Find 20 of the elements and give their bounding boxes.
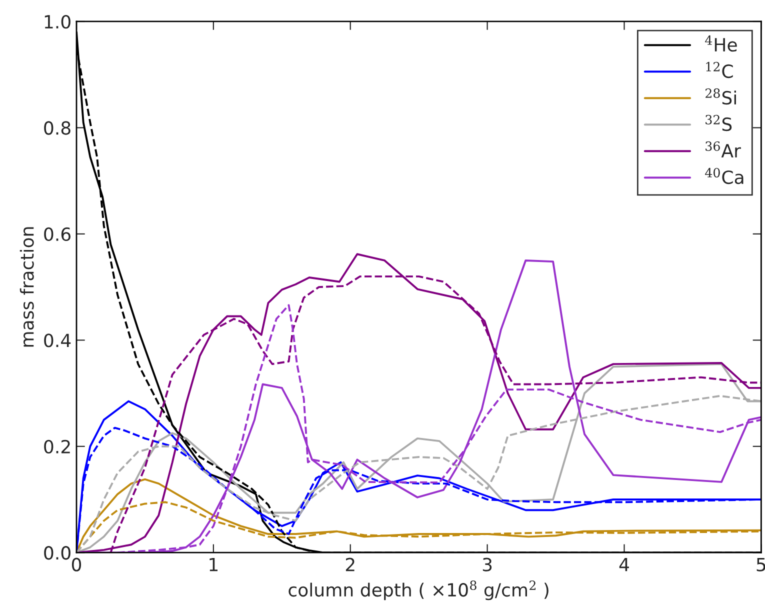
legend-label: $^{36}$Ar <box>706 141 741 158</box>
legend-label: $^{28}$Si <box>706 88 736 105</box>
y-tick-label: 1.0 <box>44 14 70 29</box>
x-tick-label: 3 <box>482 558 492 572</box>
x-tick-label: 5 <box>756 558 765 572</box>
y-tick-label: 0.8 <box>44 121 70 135</box>
x-tick-label: 4 <box>619 558 629 572</box>
x-tick-label: 1 <box>210 558 218 572</box>
x-tick-label: 0 <box>72 558 82 572</box>
legend-label: $^{32}$S <box>706 114 732 132</box>
y-tick-label: 0.0 <box>44 546 70 560</box>
y-tick-label: 0.2 <box>44 440 70 454</box>
legend-label: $^{40}$Ca <box>705 168 744 184</box>
legend-label: $^{12}$C <box>706 62 733 78</box>
y-tick-label: 0.6 <box>44 227 71 242</box>
y-axis-title: mass fraction <box>20 227 34 347</box>
legend-label: $^{4}$He <box>705 35 737 52</box>
x-axis-title: column depth ( ×10$^{8}$ g/cm$^{2}$ ) <box>288 580 548 600</box>
x-tick-label: 2 <box>346 558 354 572</box>
y-tick-label: 0.4 <box>44 334 71 348</box>
